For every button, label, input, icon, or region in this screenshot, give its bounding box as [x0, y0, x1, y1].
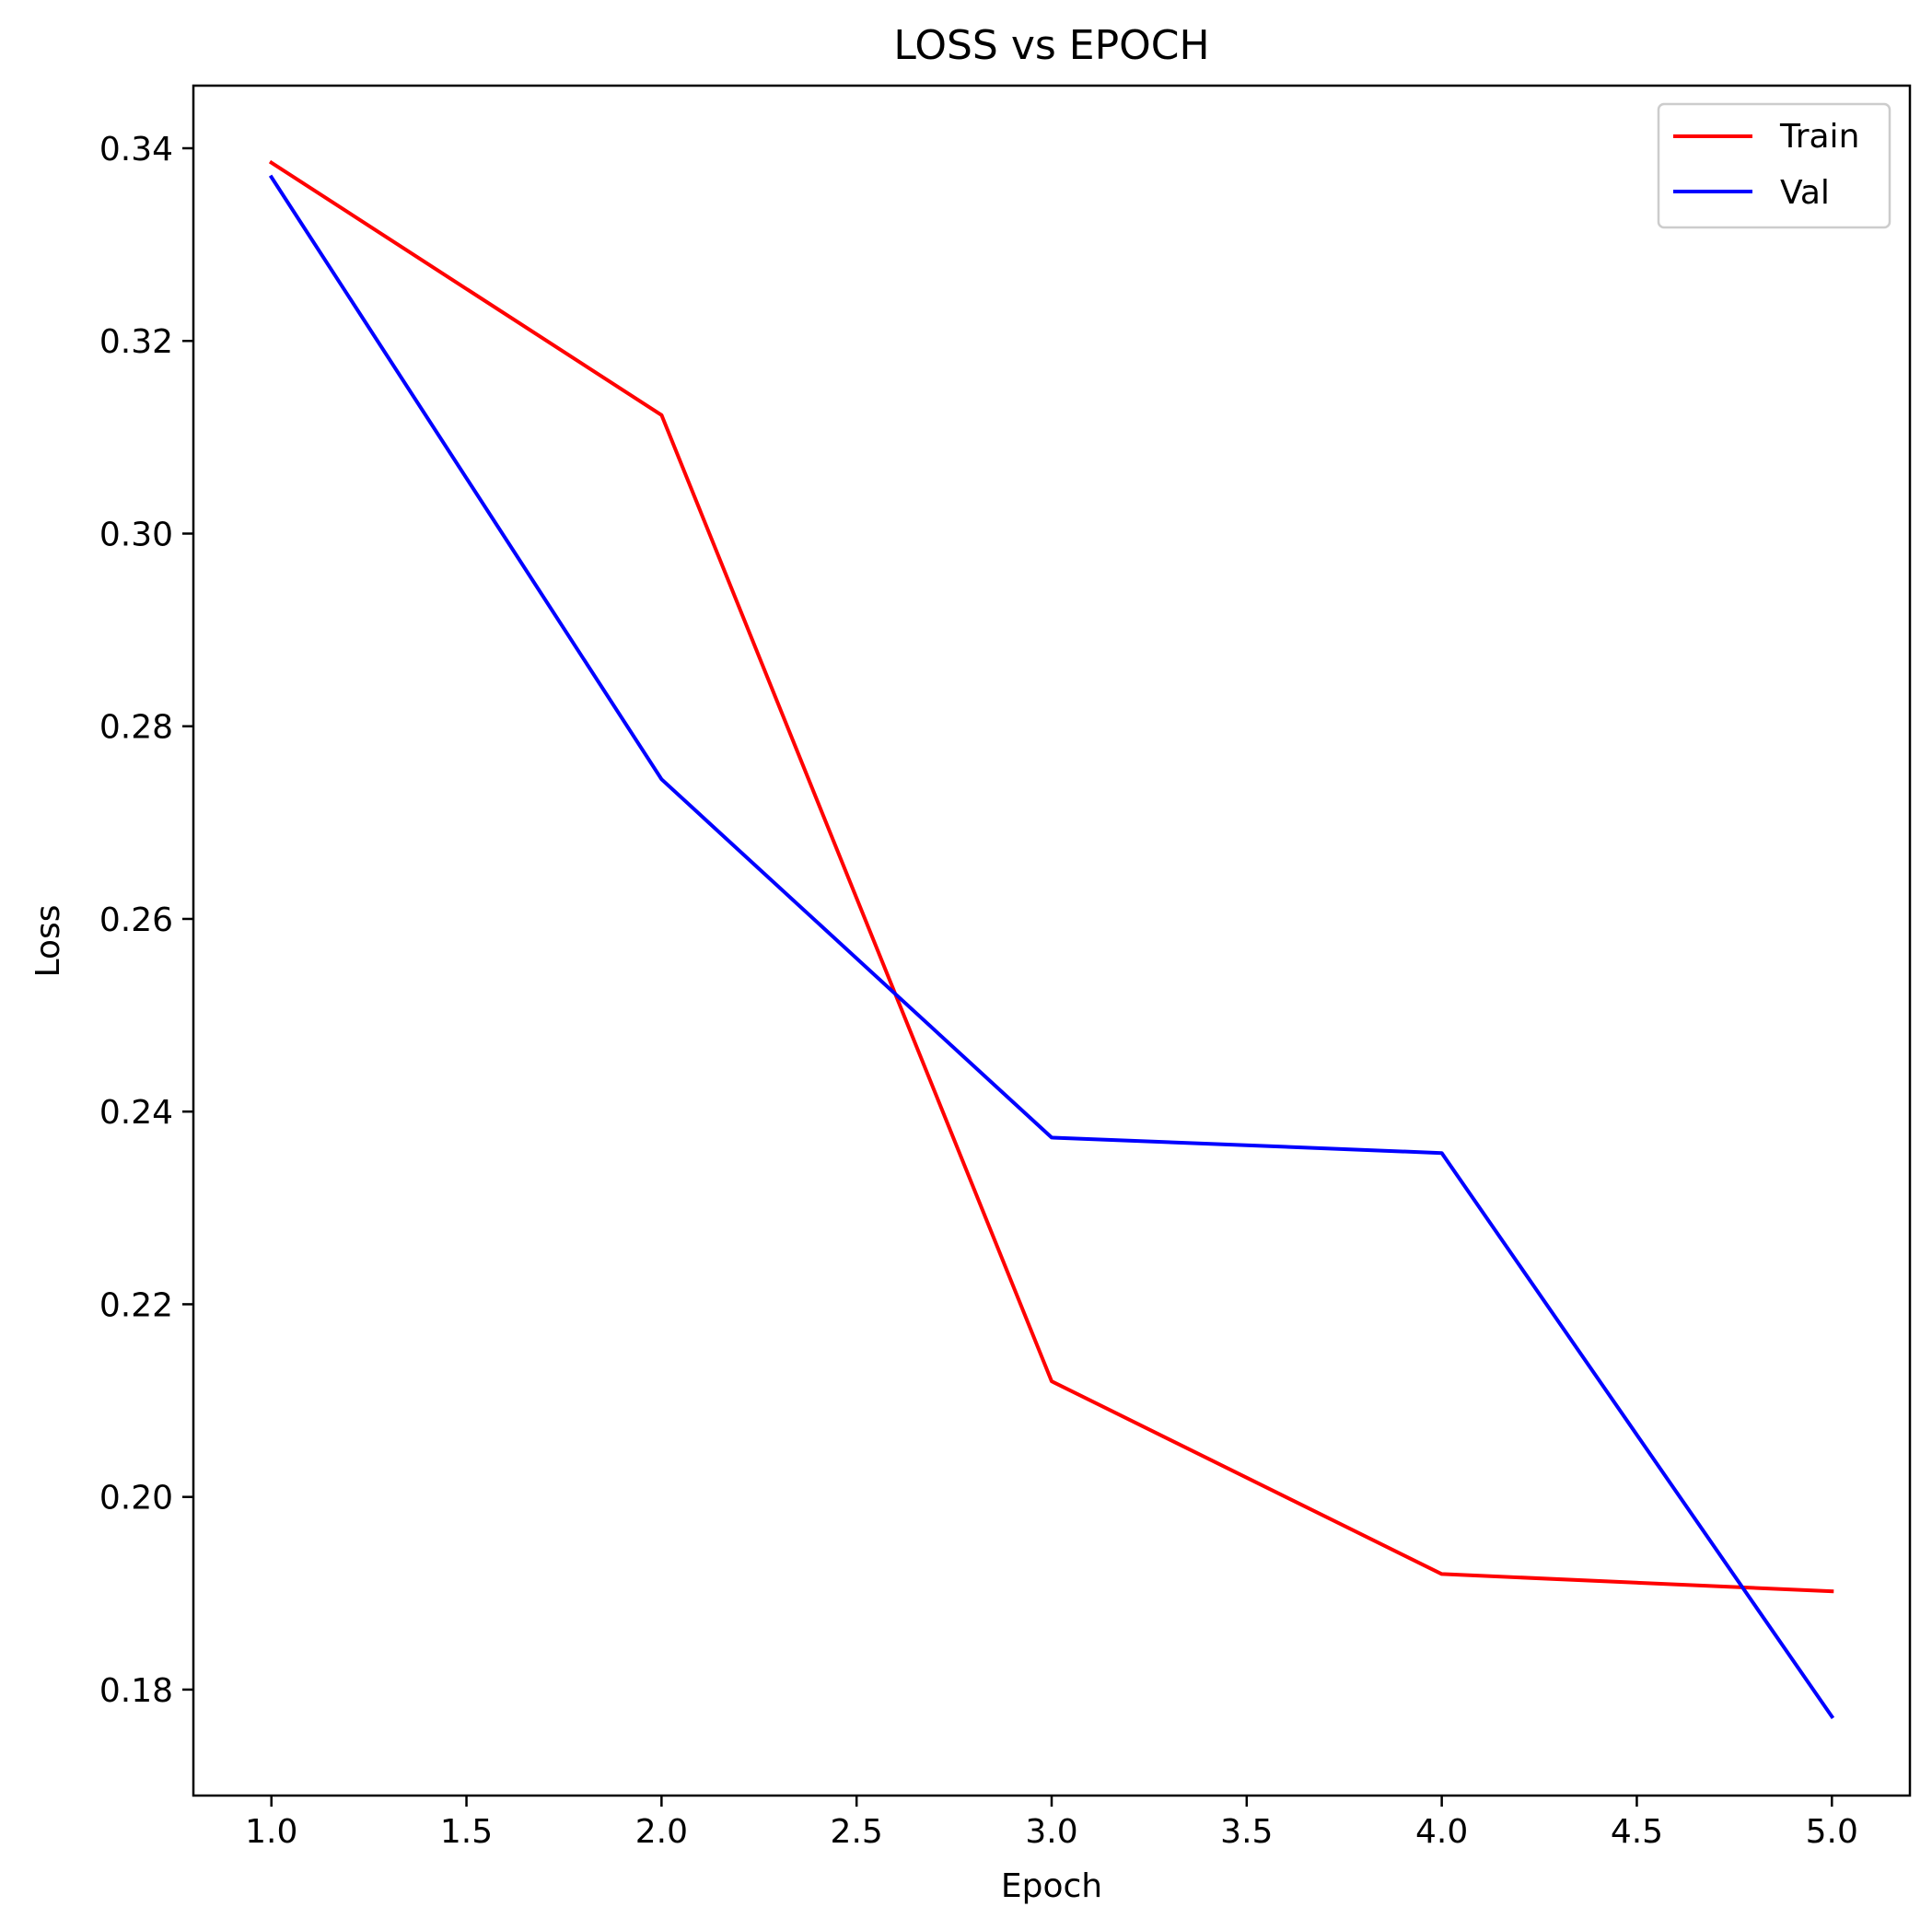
x-tick-label: 4.0	[1415, 1813, 1468, 1851]
y-tick-label: 0.34	[99, 131, 173, 169]
x-axis-label: Epoch	[1001, 1867, 1102, 1905]
chart-title: LOSS vs EPOCH	[893, 22, 1209, 69]
y-tick-label: 0.24	[99, 1094, 173, 1132]
x-tick-label: 2.5	[831, 1813, 883, 1851]
x-axis-ticks: 1.0 1.5 2.0 2.5 3.0 3.5 4.0 4.5 5.0	[245, 1796, 1858, 1851]
x-tick-label: 1.0	[245, 1813, 297, 1851]
legend: Train Val	[1657, 102, 1891, 229]
y-tick-label: 0.28	[99, 709, 173, 747]
legend-label-val: Val	[1780, 174, 1830, 212]
series-layer	[268, 159, 1835, 1719]
y-axis-label: Loss	[29, 905, 67, 978]
y-tick-label: 0.18	[99, 1672, 173, 1710]
y-tick-label: 0.30	[99, 516, 173, 553]
legend-label-train: Train	[1779, 118, 1859, 156]
x-tick-label: 2.0	[635, 1813, 688, 1851]
x-tick-label: 1.5	[440, 1813, 493, 1851]
x-tick-label: 3.5	[1220, 1813, 1273, 1851]
x-tick-label: 5.0	[1806, 1813, 1858, 1851]
y-axis-ticks: 0.18 0.20 0.22 0.24 0.26 0.28 0.30 0.32 0.34	[99, 131, 193, 1710]
x-tick-label: 3.0	[1025, 1813, 1077, 1851]
y-tick-label: 0.20	[99, 1480, 173, 1517]
y-tick-label: 0.32	[99, 323, 173, 361]
y-tick-label: 0.26	[99, 901, 173, 939]
y-tick-label: 0.22	[99, 1286, 173, 1324]
x-tick-label: 4.5	[1611, 1813, 1663, 1851]
